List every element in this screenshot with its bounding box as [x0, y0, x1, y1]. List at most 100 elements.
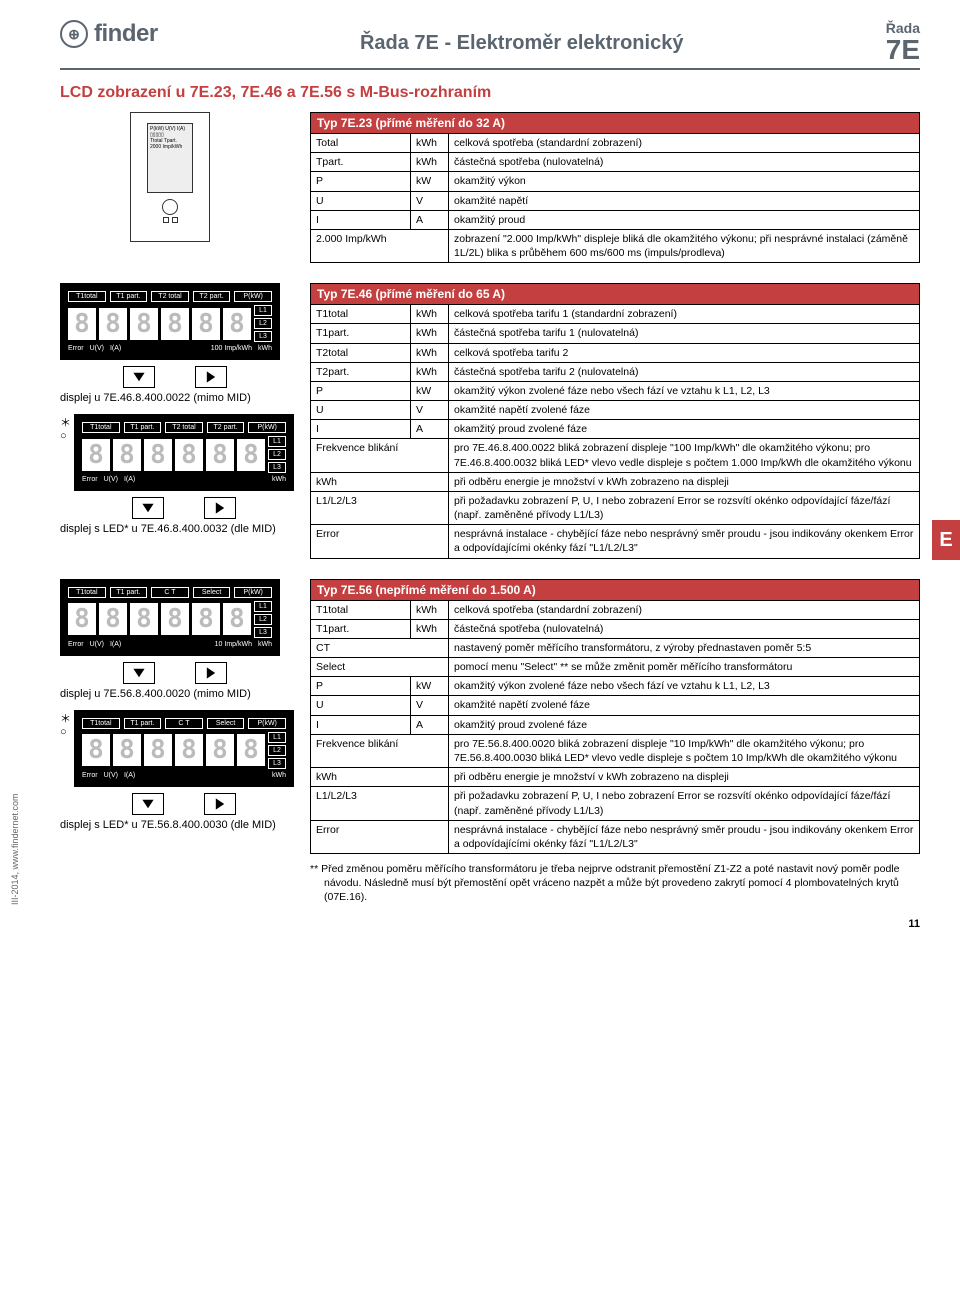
- spec-label: T1part.: [311, 619, 411, 638]
- seven-seg-digit: [68, 603, 96, 635]
- logo-icon: ⊕: [60, 20, 88, 48]
- spec-unit: kWh: [411, 362, 449, 381]
- display-top-cell: Select: [207, 718, 245, 729]
- display-side-label: L2: [254, 318, 272, 329]
- display-7e56-a: T1totalT1 part.C TSelectP(kW)L1L2L3Error…: [60, 579, 290, 684]
- display-top-cell: C T: [165, 718, 203, 729]
- caption-7e56a: displej u 7E.56.8.400.0020 (mimo MID): [60, 688, 290, 700]
- display-top-cell: P(kW): [234, 291, 272, 302]
- seven-seg-digit: [223, 603, 251, 635]
- spec-desc: částečná spotřeba tarifu 1 (nulovatelná): [449, 324, 920, 343]
- display-7e46-b: T1totalT1 part.T2 totalT2 part.P(kW)L1L2…: [74, 414, 294, 519]
- spec-unit: kW: [411, 172, 449, 191]
- spec-desc: částečná spotřeba (nulovatelná): [449, 153, 920, 172]
- spec-label: kWh: [311, 768, 449, 787]
- display-top-cell: P(kW): [248, 718, 286, 729]
- display-top-cell: T2 part.: [207, 422, 245, 433]
- caption-7e46a: displej u 7E.46.8.400.0022 (mimo MID): [60, 392, 290, 404]
- display-bottom-label: I(A): [110, 641, 121, 648]
- right-button[interactable]: [204, 497, 236, 519]
- caption-7e46b: displej s LED* u 7E.46.8.400.0032 (dle M…: [60, 523, 290, 535]
- spec-desc: okamžitý výkon zvolené fáze nebo všech f…: [449, 677, 920, 696]
- brand-logo: ⊕ finder: [60, 20, 158, 48]
- seven-seg-digit: [175, 734, 203, 766]
- spec-label: kWh: [311, 472, 449, 491]
- spec-desc: při požadavku zobrazení P, U, I nebo zob…: [449, 491, 920, 524]
- down-button[interactable]: [123, 662, 155, 684]
- display-top-cell: P(kW): [234, 587, 272, 598]
- spec-label: Total: [311, 134, 411, 153]
- spec-label: Frekvence blikání: [311, 734, 449, 767]
- spec-desc: při odběru energie je množství v kWh zob…: [449, 472, 920, 491]
- display-bottom-label: I(A): [110, 345, 121, 352]
- seven-seg-digit: [206, 734, 234, 766]
- display-top-cell: T1total: [68, 291, 106, 302]
- spec-label: T1total: [311, 305, 411, 324]
- spec-unit: A: [411, 420, 449, 439]
- display-bottom-label: kWh: [272, 476, 286, 483]
- spec-desc: pro 7E.56.8.400.0020 bliká zobrazení dis…: [449, 734, 920, 767]
- seven-seg-digit: [82, 734, 110, 766]
- spec-label: L1/L2/L3: [311, 491, 449, 524]
- seven-seg-digit: [130, 603, 158, 635]
- spec-desc: okamžitý proud zvolené fáze: [449, 715, 920, 734]
- display-bottom-label: Error: [68, 641, 84, 648]
- display-top-cell: T2 total: [165, 422, 203, 433]
- spec-desc: celková spotřeba (standardní zobrazení): [449, 600, 920, 619]
- series-model: 7E: [886, 36, 920, 64]
- caption-7e56b: displej s LED* u 7E.56.8.400.0030 (dle M…: [60, 819, 290, 831]
- spec-label: P: [311, 381, 411, 400]
- spec-unit: V: [411, 191, 449, 210]
- right-button[interactable]: [195, 662, 227, 684]
- down-button[interactable]: [132, 793, 164, 815]
- seven-seg-digit: [223, 308, 251, 340]
- seven-seg-digit: [113, 439, 141, 471]
- page-number: 11: [908, 918, 920, 930]
- right-button[interactable]: [195, 366, 227, 388]
- spec-desc: celková spotřeba tarifu 2: [449, 343, 920, 362]
- spec-unit: kWh: [411, 153, 449, 172]
- spec-label: CT: [311, 638, 449, 657]
- display-bottom-label: U(V): [104, 772, 118, 779]
- right-button[interactable]: [204, 793, 236, 815]
- seven-seg-digit: [192, 603, 220, 635]
- display-bottom-label: Error: [82, 772, 98, 779]
- seven-seg-digit: [161, 603, 189, 635]
- spec-desc: částečná spotřeba (nulovatelná): [449, 619, 920, 638]
- table-7e23-title: Typ 7E.23 (přímé měření do 32 A): [311, 113, 920, 134]
- spec-desc: zobrazení "2.000 Imp/kWh" displeje bliká…: [449, 229, 920, 262]
- series-badge: Řada 7E: [886, 20, 920, 64]
- block-7e23: P(kW) U(V) I(A)▯▯▯▯▯Ttotal Tpart.2000 Im…: [60, 112, 920, 263]
- down-button[interactable]: [132, 497, 164, 519]
- display-side-label: L2: [268, 449, 286, 460]
- spec-desc: okamžitý proud zvolené fáze: [449, 420, 920, 439]
- display-side-label: L3: [254, 627, 272, 638]
- down-button[interactable]: [123, 366, 155, 388]
- block-7e56: T1totalT1 part.C TSelectP(kW)L1L2L3Error…: [60, 579, 920, 905]
- seven-seg-digit: [175, 439, 203, 471]
- display-top-cell: Select: [193, 587, 231, 598]
- seven-seg-digit: [144, 734, 172, 766]
- seven-seg-digit: [130, 308, 158, 340]
- spec-desc: celková spotřeba (standardní zobrazení): [449, 134, 920, 153]
- spec-label: I: [311, 210, 411, 229]
- spec-desc: pro 7E.46.8.400.0022 bliká zobrazení dis…: [449, 439, 920, 472]
- spec-unit: V: [411, 696, 449, 715]
- display-top-cell: T1 part.: [110, 587, 148, 598]
- seven-seg-digit: [68, 308, 96, 340]
- display-top-cell: T1 part.: [124, 422, 162, 433]
- seven-seg-digit: [99, 603, 127, 635]
- seven-seg-digit: [99, 308, 127, 340]
- spec-desc: při požadavku zobrazení P, U, I nebo zob…: [449, 787, 920, 820]
- spec-desc: okamžité napětí: [449, 191, 920, 210]
- spec-label: T2total: [311, 343, 411, 362]
- spec-label: T2part.: [311, 362, 411, 381]
- display-7e46-a: T1totalT1 part.T2 totalT2 part.P(kW)L1L2…: [60, 283, 290, 388]
- spec-desc: nesprávná instalace - chybějící fáze neb…: [449, 820, 920, 853]
- display-bottom-label: kWh: [258, 641, 272, 648]
- display-side-label: L1: [268, 732, 286, 743]
- display-side-label: L3: [254, 331, 272, 342]
- spec-label: I: [311, 715, 411, 734]
- spec-unit: kWh: [411, 343, 449, 362]
- display-bottom-label: Error: [68, 345, 84, 352]
